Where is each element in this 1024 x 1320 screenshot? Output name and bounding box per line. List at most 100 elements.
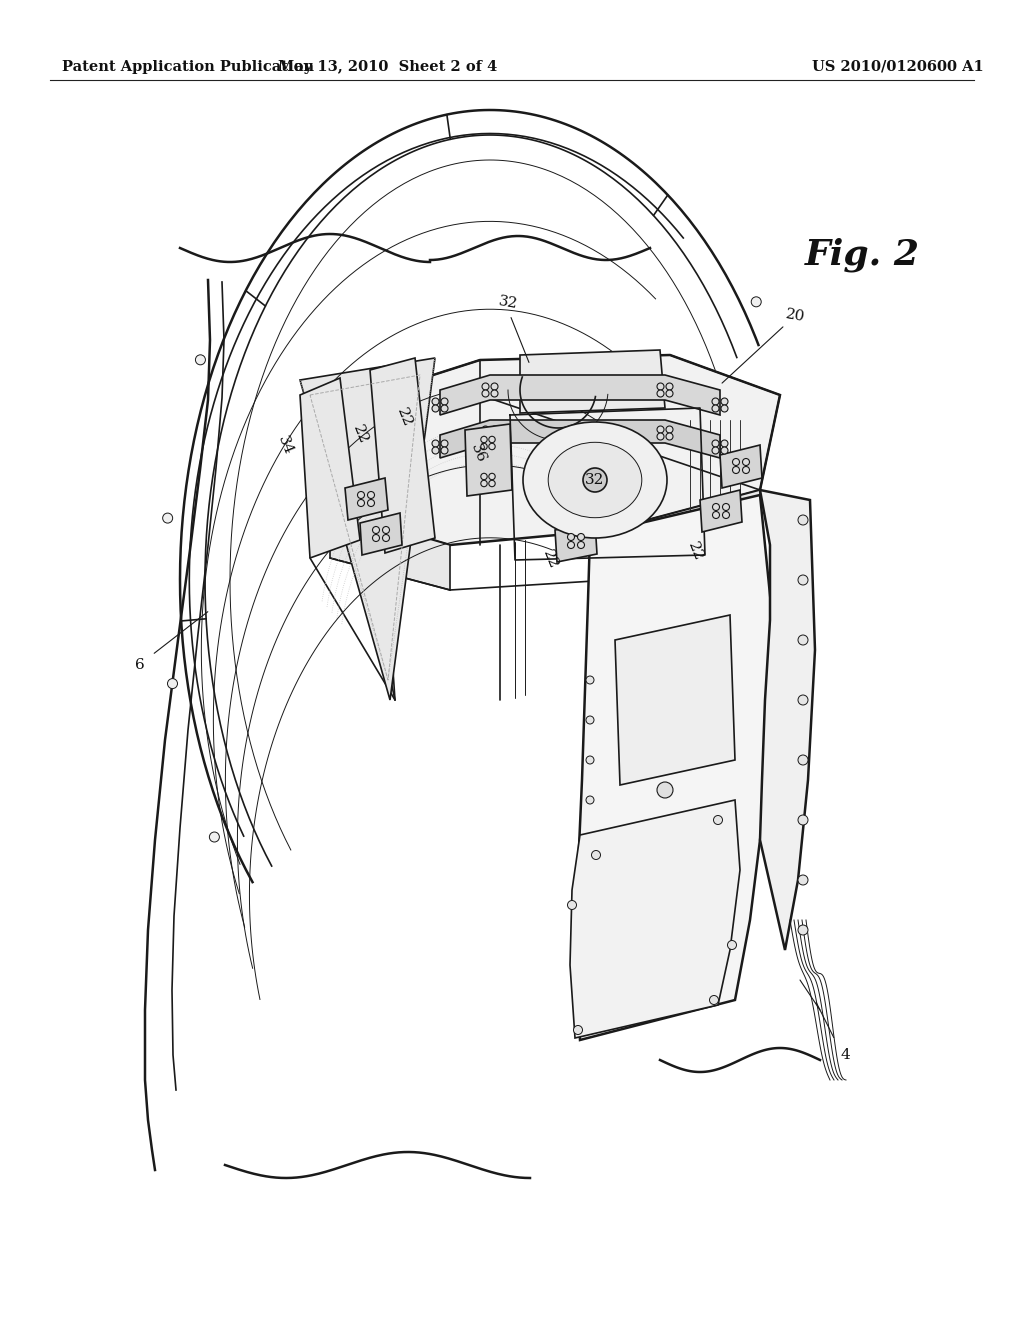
Circle shape [657, 383, 664, 389]
Circle shape [567, 533, 574, 540]
Circle shape [657, 433, 664, 440]
Circle shape [721, 440, 728, 447]
Text: 22: 22 [394, 407, 414, 430]
Text: 32: 32 [586, 473, 605, 487]
Circle shape [488, 480, 496, 487]
Circle shape [573, 1026, 583, 1035]
Circle shape [383, 527, 389, 533]
Polygon shape [570, 800, 740, 1038]
Polygon shape [330, 355, 780, 545]
Circle shape [432, 405, 439, 412]
Circle shape [592, 850, 600, 859]
Circle shape [727, 940, 736, 949]
Circle shape [481, 437, 487, 442]
Circle shape [712, 447, 719, 454]
Circle shape [490, 383, 498, 389]
Text: 22: 22 [685, 540, 706, 564]
Circle shape [586, 715, 594, 723]
Circle shape [586, 676, 594, 684]
Circle shape [657, 781, 673, 799]
Circle shape [666, 389, 673, 397]
Circle shape [482, 383, 489, 389]
Circle shape [490, 426, 498, 433]
Text: 34: 34 [274, 433, 295, 457]
Polygon shape [300, 358, 435, 700]
Circle shape [713, 503, 720, 511]
Circle shape [441, 399, 449, 405]
Polygon shape [610, 490, 760, 579]
Polygon shape [700, 490, 742, 532]
Polygon shape [370, 358, 435, 553]
Circle shape [481, 444, 487, 450]
Circle shape [798, 576, 808, 585]
Circle shape [578, 541, 585, 549]
Polygon shape [760, 490, 815, 950]
Circle shape [732, 466, 739, 474]
Circle shape [482, 433, 489, 440]
Circle shape [357, 499, 365, 507]
Circle shape [712, 399, 719, 405]
Circle shape [567, 541, 574, 549]
Circle shape [163, 513, 173, 523]
Circle shape [712, 440, 719, 447]
Circle shape [209, 832, 219, 842]
Circle shape [732, 458, 739, 466]
Circle shape [432, 399, 439, 405]
Circle shape [712, 405, 719, 412]
Text: 36: 36 [468, 441, 488, 465]
Circle shape [488, 444, 496, 450]
Text: 6: 6 [135, 657, 144, 672]
Text: 32: 32 [498, 294, 519, 312]
Circle shape [357, 491, 365, 499]
Circle shape [798, 875, 808, 884]
Circle shape [481, 474, 487, 479]
Circle shape [488, 474, 496, 479]
Text: 22: 22 [540, 548, 560, 572]
Circle shape [742, 458, 750, 466]
Circle shape [798, 925, 808, 935]
Text: Fig. 2: Fig. 2 [805, 238, 920, 272]
Circle shape [721, 399, 728, 405]
Circle shape [441, 440, 449, 447]
Polygon shape [345, 478, 388, 520]
Circle shape [798, 814, 808, 825]
Circle shape [578, 533, 585, 540]
Text: 22: 22 [350, 424, 370, 446]
Polygon shape [575, 495, 775, 1040]
Circle shape [481, 480, 487, 487]
Circle shape [666, 383, 673, 389]
Circle shape [586, 756, 594, 764]
Circle shape [657, 389, 664, 397]
Circle shape [432, 447, 439, 454]
Circle shape [441, 447, 449, 454]
Circle shape [490, 389, 498, 397]
Circle shape [721, 405, 728, 412]
Polygon shape [555, 521, 597, 562]
Circle shape [710, 995, 719, 1005]
Text: 20: 20 [784, 308, 806, 325]
Circle shape [567, 900, 577, 909]
Text: Patent Application Publication: Patent Application Publication [62, 59, 314, 74]
Circle shape [373, 527, 380, 533]
Circle shape [482, 426, 489, 433]
Circle shape [666, 433, 673, 440]
Circle shape [441, 405, 449, 412]
Circle shape [368, 499, 375, 507]
Polygon shape [360, 513, 402, 554]
Circle shape [482, 389, 489, 397]
Circle shape [657, 426, 664, 433]
Ellipse shape [548, 442, 642, 517]
Circle shape [373, 535, 380, 541]
Circle shape [752, 297, 761, 306]
Circle shape [383, 535, 389, 541]
Polygon shape [520, 350, 665, 413]
Circle shape [714, 816, 723, 825]
Circle shape [368, 491, 375, 499]
Circle shape [583, 469, 607, 492]
Circle shape [586, 796, 594, 804]
Circle shape [713, 511, 720, 519]
Polygon shape [300, 378, 360, 558]
Polygon shape [465, 424, 512, 496]
Circle shape [742, 466, 750, 474]
Circle shape [721, 447, 728, 454]
